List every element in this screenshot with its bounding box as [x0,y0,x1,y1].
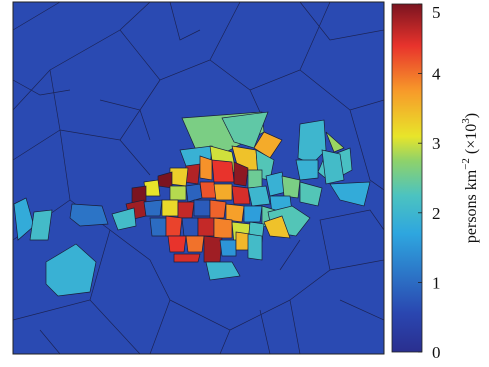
map-cell [321,149,345,185]
colorbar-ticks: 0 1 2 3 4 5 [418,3,441,362]
map-cell [169,185,187,201]
colorbar [391,3,423,353]
map-cell [247,185,271,207]
map-cell [143,179,161,197]
colorbar-tick-label: 1 [432,273,441,292]
map-cell [233,161,249,187]
map-cell [247,169,263,189]
map-cell [213,183,233,201]
map-cell [209,199,227,219]
map-cell [173,253,201,263]
map-cell [181,217,199,237]
colorbar-tick-label: 2 [432,204,441,223]
map-cell [247,233,263,261]
map-cell [29,209,53,241]
map-cell [143,199,163,217]
map-cell [111,207,137,231]
map-cell [161,199,179,217]
map-cell [185,235,205,253]
map-cell [203,235,223,263]
map-cell [325,131,345,153]
map-cell [243,205,263,223]
map-cell [231,185,251,205]
colorbar-tick-label: 4 [432,65,441,84]
map-cell [149,217,167,237]
map-cell [177,201,195,219]
map-cell [167,235,187,253]
colorbar-tick-label: 5 [432,3,441,22]
map-cell [295,159,319,181]
map-cell [219,239,237,257]
map-cell [199,155,213,181]
map-cell [169,167,189,187]
map-cell [197,217,215,237]
map-cell [281,175,301,199]
map-cell [213,217,233,239]
voronoi-edges [12,1,385,355]
map-cell [193,199,211,217]
map-cell [205,261,241,281]
map-cell [165,215,183,237]
population-cells [13,111,371,297]
map-frame [12,1,385,355]
map-cell [225,203,245,223]
map-cell [263,215,291,239]
map-cell [199,181,217,199]
colorbar-label: persons km−2 (×103) [460,113,480,243]
map-cell [299,181,323,207]
map-cell [69,203,109,227]
map-cell [329,181,371,207]
colorbar-tick-label: 0 [432,343,441,362]
colorbar-tick-label: 3 [432,134,441,153]
map-cell [45,243,97,297]
map-cell [297,119,327,165]
map-cell [211,159,235,183]
